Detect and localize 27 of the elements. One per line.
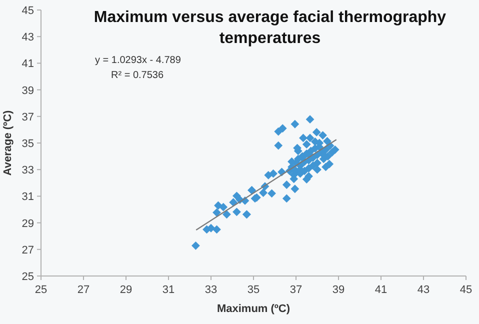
y-tick-label: 37 (22, 111, 34, 124)
x-tick-label: 37 (290, 284, 302, 296)
y-tick-label: 39 (22, 84, 34, 97)
y-tick-label: 33 (22, 164, 34, 177)
x-tick-label: 35 (247, 284, 260, 296)
y-tick-label: 43 (22, 32, 34, 44)
y-tick-label: 41 (22, 58, 34, 70)
x-tick-label: 41 (374, 284, 388, 296)
y-tick-label: 25 (22, 271, 34, 283)
y-tick-label: 35 (22, 138, 34, 150)
x-tick-label: 39 (332, 284, 345, 296)
x-tick-label: 45 (460, 284, 472, 296)
y-tick-label: 45 (22, 5, 34, 17)
annotation: R² = 0.7536 (111, 70, 164, 81)
x-tick-label: 29 (120, 284, 132, 296)
x-tick-label: 43 (417, 284, 430, 296)
x-tick-label: 27 (77, 284, 90, 296)
x-tick-label: 31 (162, 284, 175, 296)
x-tick-label: 25 (34, 284, 48, 296)
text: Maximum versus average facial thermography temperatures (94, 9, 446, 47)
y-axis-title: Average (ºC) (2, 110, 14, 176)
y-tick-label: 29 (22, 218, 34, 230)
x-axis-title: Maximum (ºC) (216, 303, 290, 315)
y-tick-label: 31 (22, 191, 34, 204)
y-tick-label: 27 (22, 244, 34, 256)
x-tick-label: 33 (204, 284, 218, 296)
annotation: y = 1.0293x - 4.789 (95, 55, 182, 66)
